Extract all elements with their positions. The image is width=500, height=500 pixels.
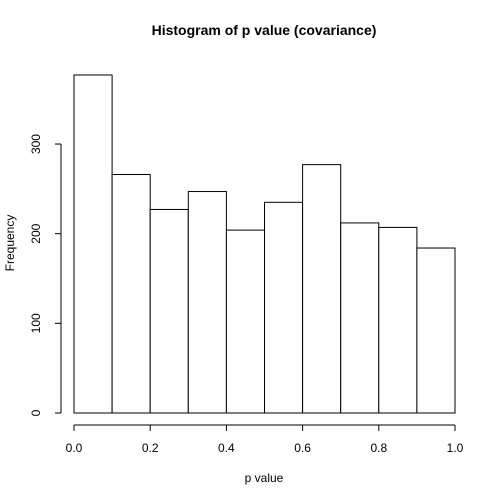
histogram-bar-5 bbox=[264, 201, 304, 414]
y-tick-label-2: 200 bbox=[29, 223, 43, 243]
x-tick-label-5: 1.0 bbox=[447, 441, 464, 455]
histogram-bar-4 bbox=[225, 229, 265, 414]
histogram-bar-6 bbox=[302, 164, 342, 414]
histogram-bar-1 bbox=[111, 174, 151, 414]
x-tick-label-4: 0.8 bbox=[370, 441, 387, 455]
y-tick-label-1: 100 bbox=[29, 313, 43, 333]
y-axis: 0 100 200 300 bbox=[29, 134, 62, 416]
bars-group bbox=[73, 74, 456, 414]
histogram-bar-3 bbox=[187, 191, 227, 414]
y-axis-label: Frequency bbox=[3, 215, 17, 272]
x-tick-label-1: 0.2 bbox=[142, 441, 159, 455]
x-axis: 0.0 0.2 0.4 0.6 0.8 1.0 bbox=[66, 424, 464, 455]
y-tick-label-0: 0 bbox=[29, 409, 43, 416]
histogram-bar-0 bbox=[73, 74, 113, 414]
histogram-bar-2 bbox=[149, 208, 189, 414]
histogram-bar-9 bbox=[416, 247, 456, 414]
histogram-bar-8 bbox=[378, 226, 418, 414]
histogram-bar-7 bbox=[340, 222, 380, 414]
y-tick-label-3: 300 bbox=[29, 134, 43, 154]
x-axis-label: p value bbox=[245, 471, 284, 485]
chart-title: Histogram of p value (covariance) bbox=[152, 22, 377, 38]
x-tick-label-2: 0.4 bbox=[218, 441, 235, 455]
x-tick-label-3: 0.6 bbox=[294, 441, 311, 455]
x-tick-label-0: 0.0 bbox=[66, 441, 83, 455]
